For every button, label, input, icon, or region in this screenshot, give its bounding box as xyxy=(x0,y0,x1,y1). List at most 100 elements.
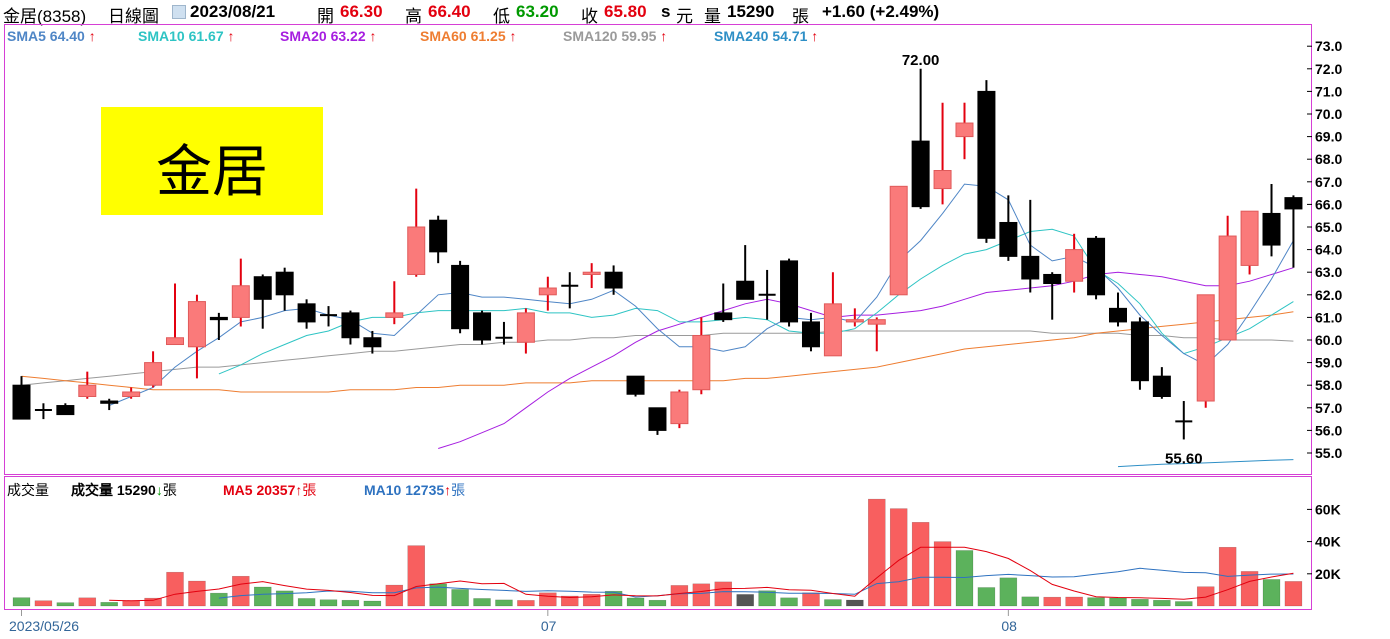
candle-body xyxy=(670,391,689,425)
ma5-legend: MA5 20357↑張 xyxy=(223,480,316,500)
volume-bar xyxy=(648,599,667,607)
sma60-legend: SMA60 61.25 ↑ xyxy=(420,28,517,44)
unit-s: s xyxy=(661,2,671,21)
candle-body xyxy=(911,140,930,208)
candle-body xyxy=(341,312,360,339)
candle-body xyxy=(1218,235,1237,341)
volume-bar xyxy=(561,595,579,607)
sma120-legend: SMA120 59.95 ↑ xyxy=(563,28,667,44)
candle xyxy=(253,274,272,329)
candle xyxy=(1130,317,1149,390)
candle xyxy=(1262,184,1281,257)
candle xyxy=(385,281,404,325)
volume-bar xyxy=(977,587,996,607)
volume-bar xyxy=(1153,599,1171,607)
volume-bar xyxy=(1131,598,1149,607)
candle xyxy=(275,267,294,311)
y-tick-label: 61.0 xyxy=(1315,309,1342,325)
volume-bar xyxy=(1109,597,1127,607)
sma240-line xyxy=(1117,459,1294,468)
volume-bar xyxy=(1196,586,1215,607)
candle xyxy=(363,330,382,354)
y-tick-label: 73.0 xyxy=(1315,38,1342,54)
candle xyxy=(538,276,557,311)
ma5-legend-unit: 張 xyxy=(302,482,317,498)
candle xyxy=(692,317,711,395)
candle-body xyxy=(1284,197,1303,210)
y-tick-label: 63.0 xyxy=(1315,264,1342,280)
volume-bar xyxy=(1043,596,1061,607)
candle xyxy=(648,407,667,435)
y-tick-label: 58.0 xyxy=(1315,377,1342,393)
candle xyxy=(429,215,448,264)
candle xyxy=(801,312,820,352)
volume-bar xyxy=(297,598,316,607)
sma5-legend: SMA5 64.40 ↑ xyxy=(7,28,96,44)
quote-date: 2023/08/21 xyxy=(190,2,276,21)
candle xyxy=(867,317,886,352)
candle xyxy=(144,351,163,388)
volume-bar xyxy=(319,599,338,607)
volume-bar xyxy=(78,597,97,607)
price-annotation: 55.60 xyxy=(1165,450,1203,467)
sma60-text: SMA60 61.25 xyxy=(420,28,506,44)
candle-body xyxy=(1021,255,1040,280)
vol-tick-label: 40K xyxy=(1315,534,1341,550)
candle xyxy=(780,258,799,327)
y-tick-label: 57.0 xyxy=(1315,400,1342,416)
candle-body xyxy=(122,391,141,398)
period-label: 日線圖 xyxy=(108,7,159,26)
candle-body xyxy=(231,285,250,318)
volume-bar xyxy=(275,590,294,607)
volume-bar xyxy=(1087,597,1105,607)
ma10-legend: MA10 12735↑張 xyxy=(364,480,465,500)
volume-bar xyxy=(846,599,864,607)
up-arrow-icon: ↑ xyxy=(227,28,235,44)
ma10-legend-unit: 張 xyxy=(451,482,466,498)
volume-bar xyxy=(868,498,886,607)
down-arrow-icon: ↓ xyxy=(155,482,163,498)
volume-bar xyxy=(122,600,140,607)
candle xyxy=(341,310,360,345)
volume-bar xyxy=(253,586,272,607)
y-tick-label: 67.0 xyxy=(1315,174,1342,190)
volume-legend-value: 成交量 15290↓張 xyxy=(71,480,177,500)
candle xyxy=(582,263,601,289)
candle xyxy=(1021,199,1040,293)
candle xyxy=(999,195,1018,261)
y-tick-label: 64.0 xyxy=(1315,242,1342,258)
candle xyxy=(516,308,535,354)
y-tick-label: 55.0 xyxy=(1315,445,1342,461)
stock-title-box: 金居 xyxy=(101,107,323,215)
candle-body xyxy=(955,122,974,138)
stock-name: 金居(8358) xyxy=(3,7,87,26)
open-label: 開 xyxy=(317,7,334,26)
candle-body xyxy=(933,170,952,190)
candle-body xyxy=(166,337,185,346)
candle-body xyxy=(604,271,623,289)
y-tick-label: 70.0 xyxy=(1315,106,1342,122)
candle xyxy=(955,102,974,160)
sma240-legend: SMA240 54.71 ↑ xyxy=(714,28,818,44)
candle-body xyxy=(1043,273,1062,284)
candle xyxy=(1240,210,1259,275)
volume-bar xyxy=(188,580,206,607)
candle-body xyxy=(187,301,206,348)
candle-body xyxy=(1087,237,1106,296)
volume-bar xyxy=(626,597,645,607)
candle xyxy=(297,299,316,329)
candle-body xyxy=(736,280,755,300)
up-arrow-icon: ↑ xyxy=(811,28,819,44)
volume-bar xyxy=(824,599,842,607)
candle xyxy=(166,283,185,346)
candle xyxy=(1087,236,1106,300)
candle xyxy=(1109,292,1127,327)
y-tick-label: 59.0 xyxy=(1315,355,1342,371)
volume-bar xyxy=(955,550,974,607)
candle xyxy=(1043,272,1062,320)
y-tick-label: 71.0 xyxy=(1315,83,1342,99)
candle-body xyxy=(253,276,272,300)
date-picker-icon[interactable] xyxy=(172,5,186,19)
sma240-text: SMA240 54.71 xyxy=(714,28,808,44)
volume-bar xyxy=(495,599,513,607)
